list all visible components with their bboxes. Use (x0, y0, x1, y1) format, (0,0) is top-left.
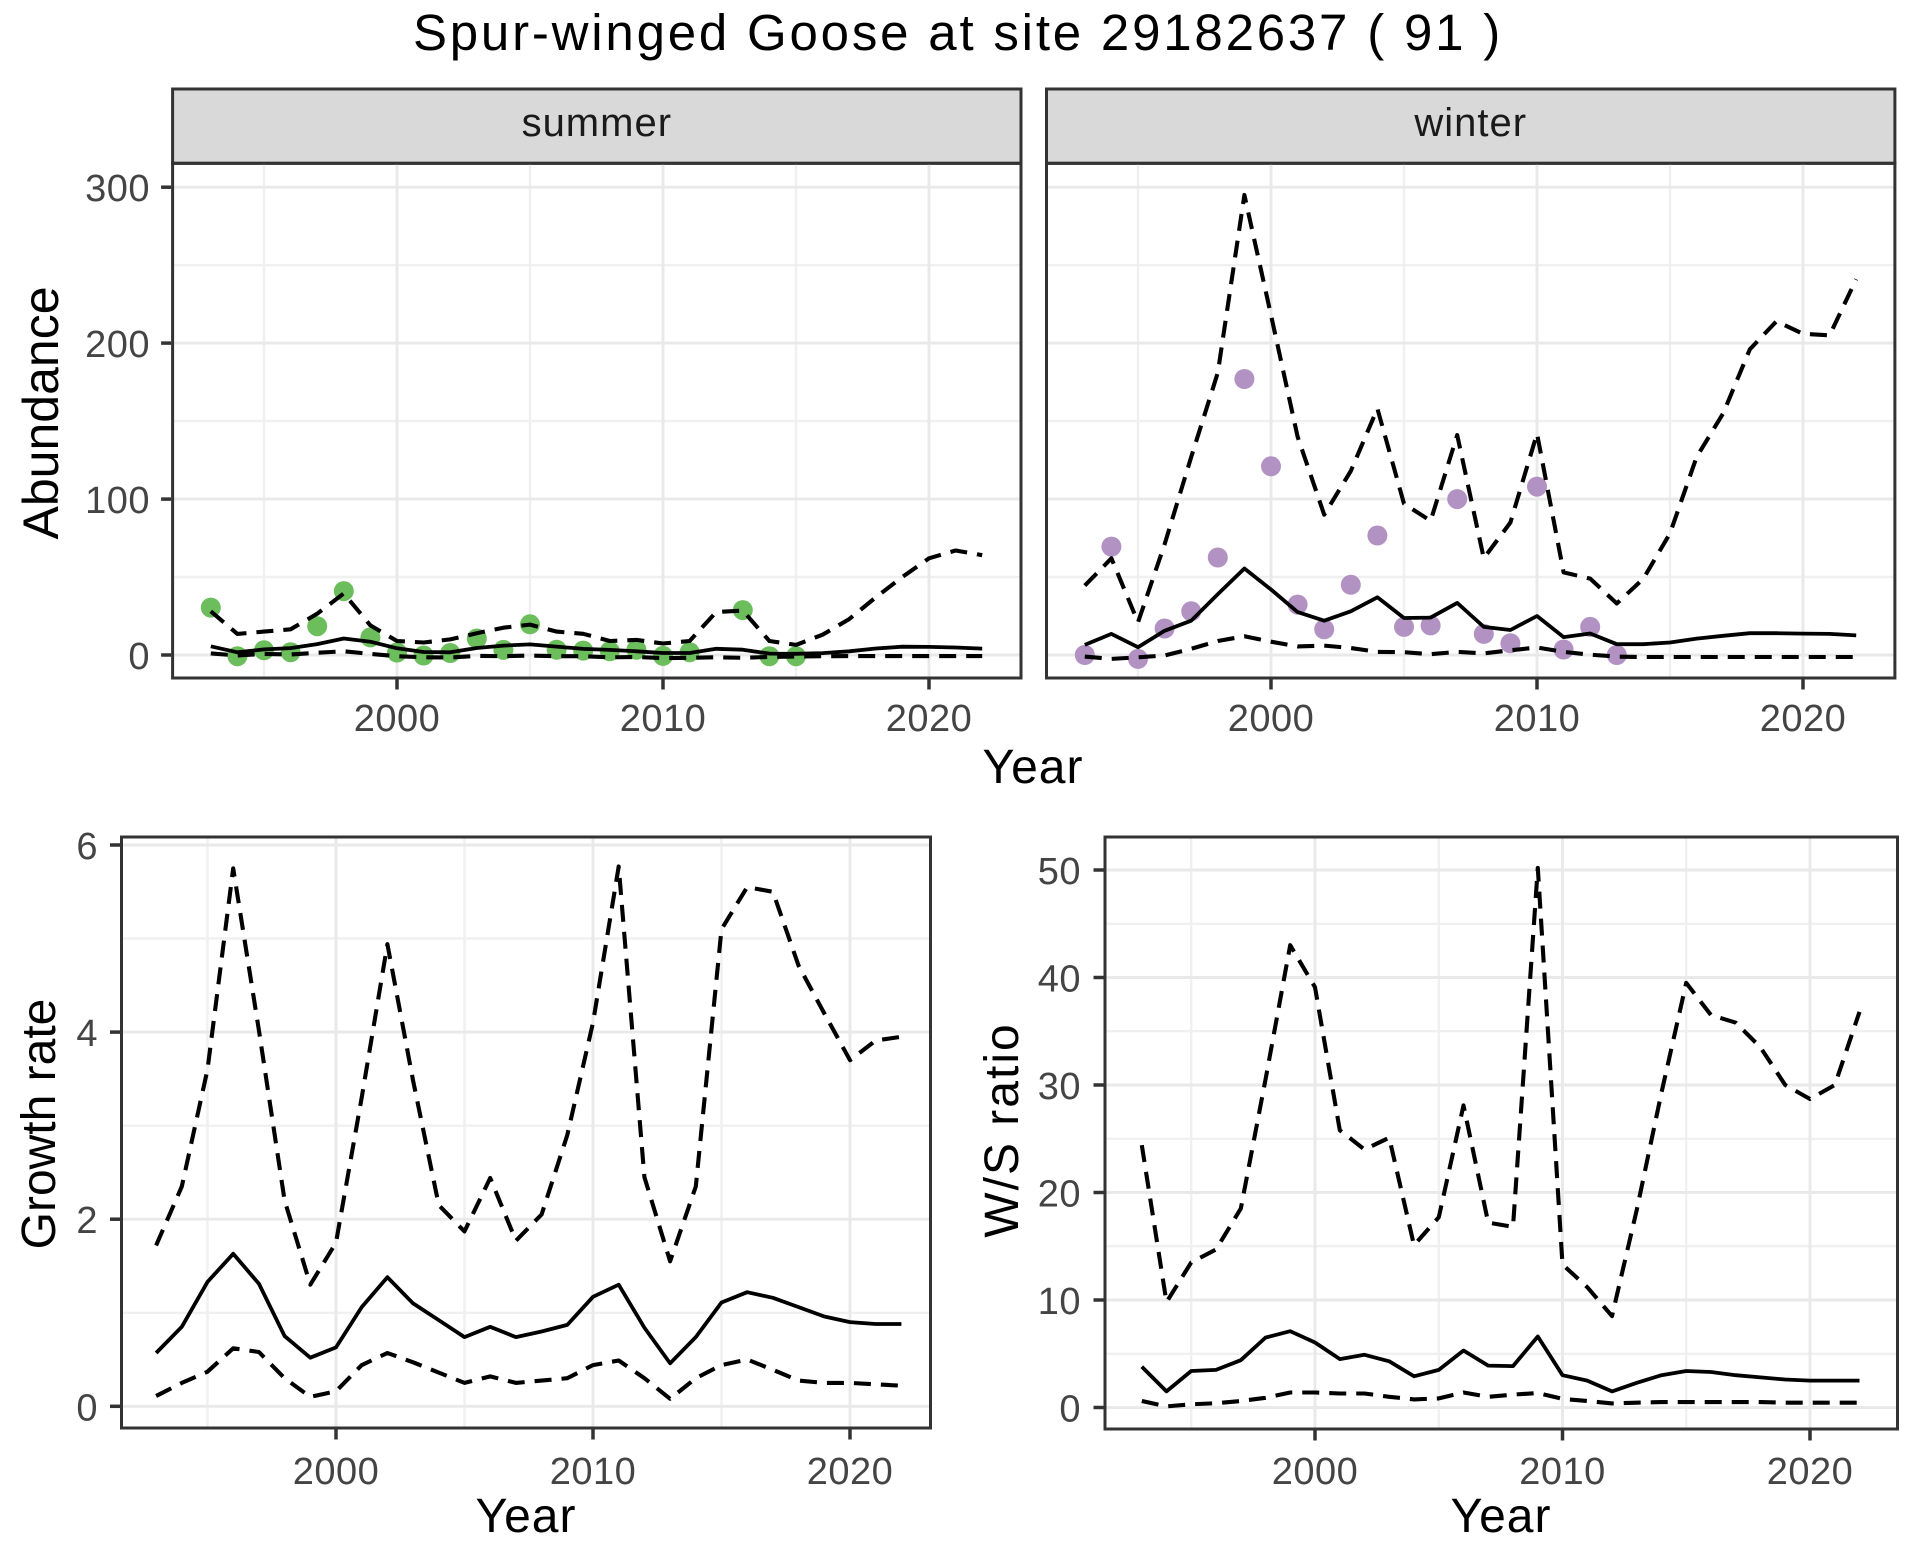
svg-text:2: 2 (76, 1200, 98, 1242)
svg-text:2020: 2020 (886, 698, 973, 740)
svg-text:20: 20 (1038, 1174, 1081, 1216)
svg-text:Abundance: Abundance (13, 286, 69, 539)
svg-text:2020: 2020 (807, 1451, 894, 1493)
svg-text:2000: 2000 (1272, 1451, 1359, 1493)
svg-text:30: 30 (1038, 1066, 1081, 1108)
svg-text:0: 0 (1059, 1389, 1081, 1431)
svg-text:Year: Year (476, 1490, 577, 1543)
svg-text:summer: summer (522, 101, 672, 145)
svg-text:Year: Year (983, 741, 1084, 794)
svg-text:Growth rate: Growth rate (13, 999, 66, 1250)
svg-text:50: 50 (1038, 851, 1081, 893)
svg-text:2010: 2010 (620, 698, 707, 740)
svg-text:2000: 2000 (1228, 698, 1315, 740)
svg-text:2020: 2020 (1760, 698, 1847, 740)
svg-text:W/S ratio: W/S ratio (976, 1022, 1029, 1237)
svg-text:2010: 2010 (1519, 1451, 1606, 1493)
svg-text:10: 10 (1038, 1281, 1081, 1323)
svg-text:200: 200 (85, 324, 150, 366)
svg-text:2010: 2010 (1494, 698, 1581, 740)
svg-text:winter: winter (1413, 101, 1527, 145)
svg-text:6: 6 (76, 826, 98, 868)
svg-text:2010: 2010 (550, 1451, 637, 1493)
svg-text:2020: 2020 (1767, 1451, 1854, 1493)
svg-text:4: 4 (76, 1013, 98, 1055)
svg-text:Year: Year (1451, 1490, 1552, 1543)
svg-text:300: 300 (85, 168, 150, 210)
svg-text:40: 40 (1038, 959, 1081, 1001)
svg-text:0: 0 (128, 636, 150, 678)
svg-text:0: 0 (76, 1387, 98, 1429)
svg-text:2000: 2000 (354, 698, 441, 740)
svg-text:100: 100 (85, 480, 150, 522)
svg-text:Spur-winged Goose at site 2918: Spur-winged Goose at site 29182637 ( 91 … (413, 4, 1503, 61)
svg-text:2000: 2000 (293, 1451, 380, 1493)
